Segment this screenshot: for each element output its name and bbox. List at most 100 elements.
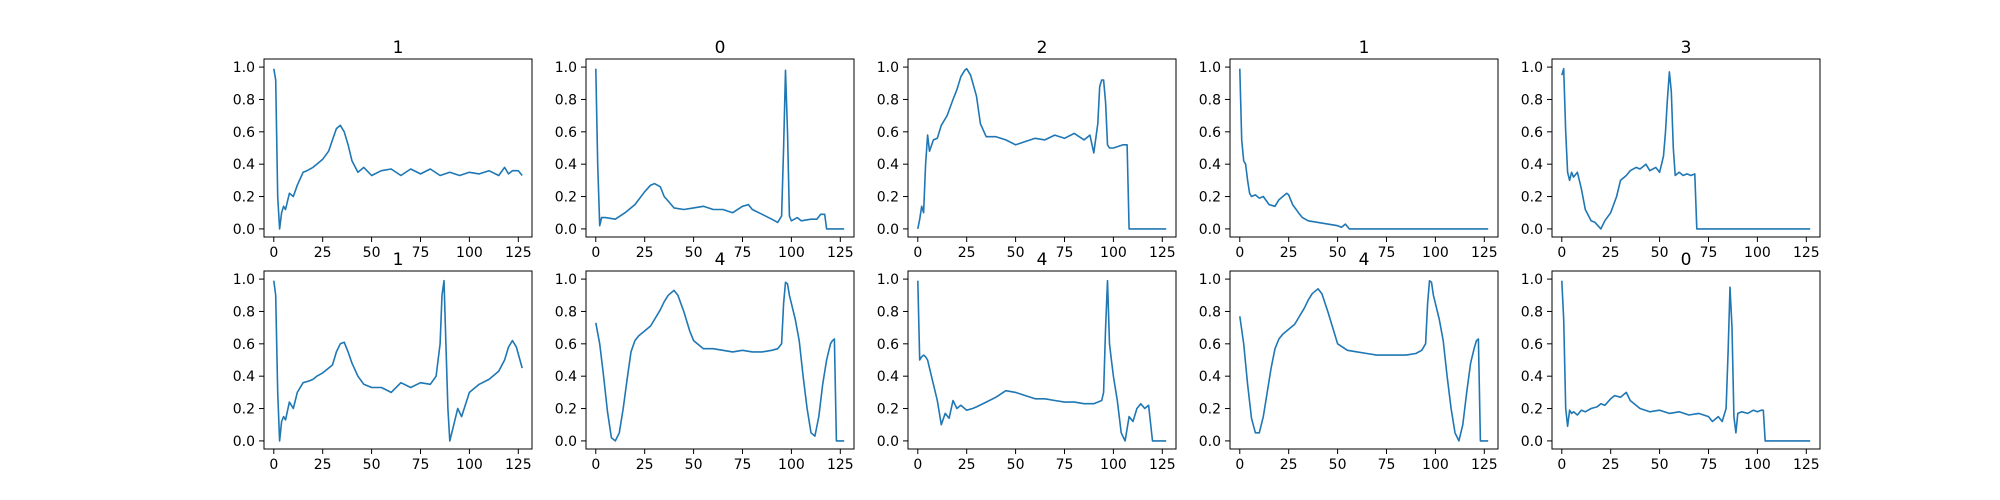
y-tick-label: 0.6 [233,125,255,141]
x-tick-label: 100 [778,245,805,261]
x-tick-label: 25 [958,457,976,473]
x-tick-label: 75 [1700,245,1718,261]
x-tick-label: 100 [1100,245,1127,261]
x-tick-label: 0 [913,245,922,261]
axes-frame [1551,58,1821,238]
series-line [595,281,845,442]
y-tick-label: 0.2 [233,190,255,206]
y-tick-label: 0.2 [233,402,255,418]
y-tick-label: 1.0 [877,272,899,288]
x-tick-label: 125 [505,457,532,473]
series-line [917,67,1167,230]
y-tick-label: 0.6 [233,337,255,353]
x-tick-label: 50 [1007,457,1025,473]
panel-title: 1 [393,250,404,270]
x-tick-label: 0 [1235,245,1244,261]
y-tick-label: 0.4 [233,157,255,173]
x-tick-label: 50 [685,457,703,473]
y-tick-label: 0.6 [1521,337,1543,353]
x-tick-label: 50 [363,457,381,473]
panel-title: 0 [1681,250,1692,270]
y-tick-label: 0.6 [555,125,577,141]
y-tick-label: 0.4 [1199,157,1221,173]
y-tick-label: 0.0 [877,222,899,238]
subplot-5: 3 0 25 50 75 100 125 0.0 0.2 0.4 0.6 0.8 1.0 [1521,38,1821,261]
axes-frame [1229,270,1499,450]
subplot-6: 1 0 25 50 75 100 125 0.0 0.2 0.4 0.6 0.8 1.0 [233,250,533,473]
y-tick-label: 0.4 [1199,369,1221,385]
y-tick-label: 1.0 [555,60,577,76]
x-tick-label: 0 [269,245,278,261]
y-tick-label: 0.4 [1521,157,1543,173]
y-tick-label: 0.0 [233,434,255,450]
subplot-3: 2 0 25 50 75 100 125 0.0 0.2 0.4 0.6 0.8 1.0 [877,38,1177,261]
y-tick-label: 0.8 [877,304,899,320]
x-tick-label: 75 [412,245,430,261]
y-tick-label: 0.2 [1521,190,1543,206]
x-tick-label: 0 [1557,457,1566,473]
x-tick-label: 25 [636,245,654,261]
y-tick-label: 0.8 [1521,92,1543,108]
y-tick-label: 1.0 [1199,272,1221,288]
y-tick-label: 1.0 [1521,272,1543,288]
x-tick-label: 125 [1149,245,1176,261]
x-tick-label: 125 [827,457,854,473]
y-tick-label: 0.8 [555,92,577,108]
axes-frame [1551,270,1821,450]
x-tick-label: 75 [412,457,430,473]
x-tick-label: 75 [1378,457,1396,473]
x-tick-label: 25 [1280,245,1298,261]
y-tick-label: 0.8 [1199,92,1221,108]
x-tick-label: 50 [685,245,703,261]
x-tick-label: 100 [456,245,483,261]
x-tick-label: 75 [1700,457,1718,473]
axes-frame [907,270,1177,450]
x-tick-label: 0 [269,457,278,473]
x-tick-label: 125 [1793,245,1820,261]
subplot-9: 4 0 25 50 75 100 125 0.0 0.2 0.4 0.6 0.8 1.0 [1199,250,1499,473]
subplot-10: 0 0 25 50 75 100 125 0.0 0.2 0.4 0.6 0.8 1.0 [1521,250,1821,473]
series-line [1239,279,1489,442]
x-tick-label: 25 [1602,457,1620,473]
y-tick-label: 0.0 [877,434,899,450]
x-tick-label: 25 [636,457,654,473]
y-tick-label: 0.4 [233,369,255,385]
series-line [917,279,1167,442]
axes-frame [1229,58,1499,238]
panel-title: 1 [1359,38,1370,58]
y-tick-label: 0.4 [555,369,577,385]
x-tick-label: 50 [363,245,381,261]
x-tick-label: 100 [778,457,805,473]
subplot-7: 4 0 25 50 75 100 125 0.0 0.2 0.4 0.6 0.8 1.0 [555,250,855,473]
panel-title: 0 [715,38,726,58]
y-tick-label: 0.0 [1521,434,1543,450]
y-tick-label: 0.6 [877,125,899,141]
y-tick-label: 0.8 [233,92,255,108]
y-tick-label: 0.0 [1199,434,1221,450]
axes-frame [907,58,1177,238]
series-line [595,68,845,230]
panel-title: 4 [715,250,726,270]
x-tick-label: 100 [456,457,483,473]
x-tick-label: 50 [1329,245,1347,261]
y-tick-label: 0.2 [877,402,899,418]
y-tick-label: 1.0 [877,60,899,76]
x-tick-label: 100 [1744,245,1771,261]
y-tick-label: 0.4 [877,157,899,173]
y-tick-label: 0.0 [555,434,577,450]
y-tick-label: 0.8 [1521,304,1543,320]
x-tick-label: 25 [1602,245,1620,261]
y-tick-label: 0.2 [1199,402,1221,418]
x-tick-label: 75 [1056,457,1074,473]
x-tick-label: 100 [1744,457,1771,473]
panel-title: 3 [1681,38,1692,58]
x-tick-label: 125 [1149,457,1176,473]
x-tick-label: 100 [1422,457,1449,473]
x-tick-label: 75 [734,457,752,473]
x-tick-label: 50 [1329,457,1347,473]
x-tick-label: 25 [314,457,332,473]
x-tick-label: 125 [827,245,854,261]
x-tick-label: 50 [1007,245,1025,261]
x-tick-label: 0 [913,457,922,473]
